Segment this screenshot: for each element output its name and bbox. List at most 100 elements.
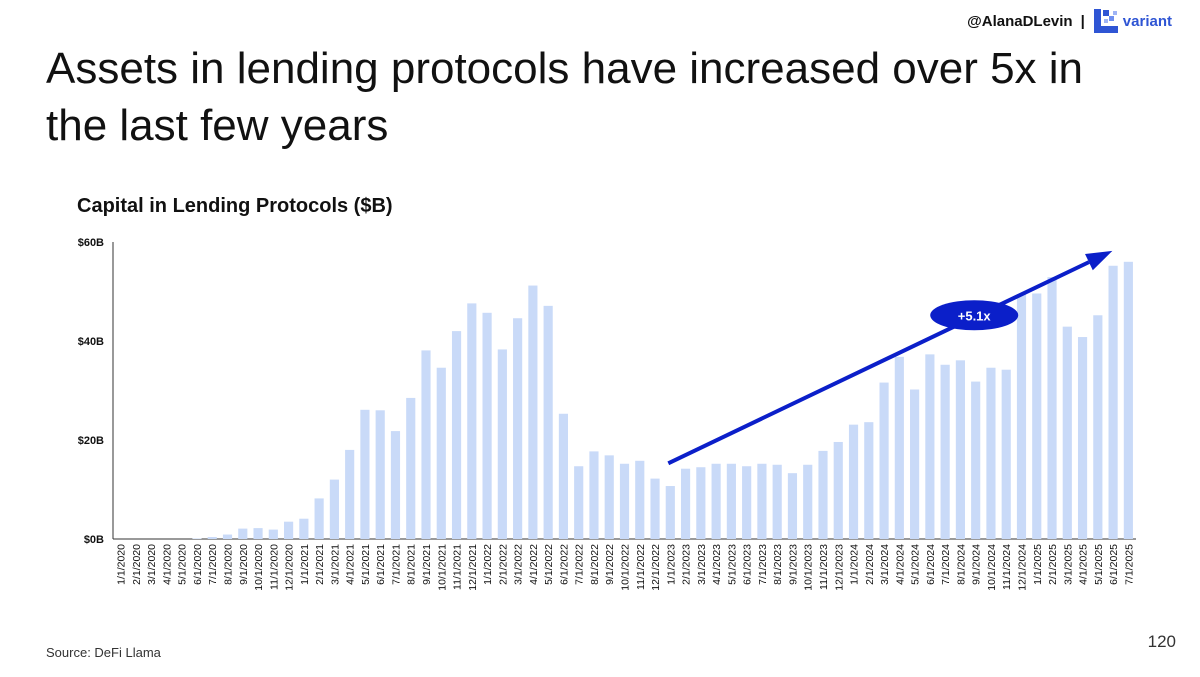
x-tick-label: 4/1/2022 bbox=[528, 544, 540, 585]
x-tick-label: 11/1/2023 bbox=[818, 544, 830, 590]
bar bbox=[879, 382, 889, 539]
bar bbox=[314, 498, 324, 539]
bar bbox=[971, 381, 981, 539]
x-tick-label: 12/1/2020 bbox=[284, 544, 296, 591]
x-tick-label: 5/1/2021 bbox=[360, 544, 372, 585]
x-tick-label: 4/1/2023 bbox=[711, 544, 723, 585]
bar bbox=[696, 467, 706, 539]
x-tick-label: 8/1/2024 bbox=[955, 544, 967, 585]
x-tick-label: 2/1/2020 bbox=[131, 544, 143, 585]
bar bbox=[772, 464, 782, 539]
bar bbox=[436, 367, 446, 539]
bar bbox=[421, 350, 431, 539]
bar bbox=[635, 460, 645, 539]
bar bbox=[818, 450, 828, 539]
x-tick-label: 8/1/2022 bbox=[589, 544, 601, 585]
bar bbox=[757, 463, 767, 539]
y-tick-label: $20B bbox=[78, 435, 104, 447]
x-tick-label: 7/1/2021 bbox=[390, 544, 402, 585]
x-tick-label: 8/1/2021 bbox=[406, 544, 418, 585]
bar bbox=[528, 285, 538, 539]
x-tick-label: 10/1/2021 bbox=[436, 544, 448, 591]
growth-arrow-line bbox=[667, 260, 1090, 466]
bar bbox=[207, 537, 217, 539]
x-tick-label: 2/1/2025 bbox=[1047, 544, 1059, 585]
x-tick-label: 12/1/2022 bbox=[650, 544, 662, 591]
bar bbox=[467, 303, 477, 539]
x-tick-label: 5/1/2020 bbox=[177, 544, 189, 585]
bar bbox=[1062, 326, 1072, 539]
variant-logo-icon bbox=[1093, 9, 1118, 33]
bar bbox=[955, 360, 965, 539]
bar bbox=[848, 424, 859, 539]
bar bbox=[680, 468, 691, 539]
x-tick-label: 6/1/2021 bbox=[375, 544, 387, 585]
x-tick-label: 1/1/2025 bbox=[1032, 544, 1044, 585]
bar bbox=[1123, 261, 1133, 539]
bar bbox=[513, 318, 523, 539]
page-number: 120 bbox=[1147, 632, 1176, 651]
x-tick-label: 3/1/2024 bbox=[879, 544, 891, 585]
bar bbox=[253, 528, 263, 539]
bar bbox=[910, 389, 920, 539]
x-tick-label: 2/1/2022 bbox=[497, 544, 509, 585]
brand-name: variant bbox=[1122, 12, 1172, 30]
bar bbox=[1032, 293, 1042, 539]
x-tick-label: 1/1/2020 bbox=[116, 544, 128, 585]
brand-logo[interactable]: variant bbox=[1093, 8, 1172, 34]
bar bbox=[222, 534, 233, 539]
x-tick-label: 6/1/2024 bbox=[925, 544, 937, 585]
chart-title: Capital in Lending Protocols ($B) bbox=[77, 195, 393, 217]
x-tick-label: 4/1/2021 bbox=[345, 544, 357, 585]
x-tick-label: 8/1/2020 bbox=[223, 544, 235, 585]
x-tick-label: 1/1/2022 bbox=[482, 544, 494, 585]
x-tick-label: 6/1/2022 bbox=[558, 544, 570, 585]
x-tick-label: 3/1/2023 bbox=[696, 544, 708, 585]
bar bbox=[284, 521, 294, 539]
x-tick-label: 12/1/2021 bbox=[467, 544, 479, 591]
bar bbox=[1001, 369, 1011, 539]
x-tick-label: 9/1/2023 bbox=[787, 544, 799, 585]
bar bbox=[558, 413, 569, 539]
bar bbox=[604, 455, 614, 539]
bar bbox=[390, 431, 401, 539]
x-tick-label: 9/1/2022 bbox=[604, 544, 616, 585]
x-tick-label: 12/1/2023 bbox=[833, 544, 845, 591]
x-tick-label: 1/1/2024 bbox=[849, 544, 861, 585]
bar bbox=[375, 410, 385, 539]
bar bbox=[665, 486, 675, 539]
slide-title: Assets in lending protocols have increas… bbox=[46, 44, 1084, 150]
source-note: Source: DeFi Llama bbox=[46, 645, 161, 660]
x-tick-label: 6/1/2023 bbox=[742, 544, 754, 585]
bar bbox=[574, 466, 584, 539]
y-tick-label: $0B bbox=[84, 534, 104, 546]
y-tick-label: $40B bbox=[78, 336, 104, 348]
bar bbox=[1077, 337, 1088, 539]
x-tick-label: 3/1/2020 bbox=[146, 544, 158, 585]
bar bbox=[894, 356, 904, 539]
bar bbox=[803, 464, 813, 539]
x-tick-label: 7/1/2023 bbox=[757, 544, 769, 585]
x-tick-label: 7/1/2022 bbox=[574, 544, 586, 585]
bar bbox=[742, 466, 752, 539]
x-tick-label: 5/1/2024 bbox=[910, 544, 922, 585]
x-tick-label: 6/1/2025 bbox=[1108, 544, 1120, 585]
x-tick-label: 12/1/2024 bbox=[1016, 544, 1028, 591]
x-tick-label: 4/1/2020 bbox=[161, 544, 173, 585]
x-tick-label: 2/1/2023 bbox=[681, 544, 693, 585]
growth-arrow-head bbox=[1085, 250, 1113, 271]
x-tick-label: 3/1/2025 bbox=[1062, 544, 1074, 585]
bar bbox=[1047, 277, 1057, 539]
author-handle[interactable]: @AlanaDLevin bbox=[967, 12, 1073, 30]
x-tick-label: 10/1/2023 bbox=[803, 544, 815, 591]
x-tick-label: 4/1/2025 bbox=[1078, 544, 1090, 585]
x-tick-label: 11/1/2022 bbox=[635, 544, 647, 590]
bar bbox=[268, 529, 278, 539]
bar bbox=[787, 473, 798, 539]
bar bbox=[406, 397, 416, 539]
x-tick-label: 10/1/2024 bbox=[986, 544, 998, 591]
growth-badge bbox=[930, 300, 1019, 331]
x-tick-label: 9/1/2020 bbox=[238, 544, 250, 585]
header: @AlanaDLevin | variant bbox=[967, 8, 1172, 34]
x-tick-label: 3/1/2021 bbox=[329, 544, 341, 585]
